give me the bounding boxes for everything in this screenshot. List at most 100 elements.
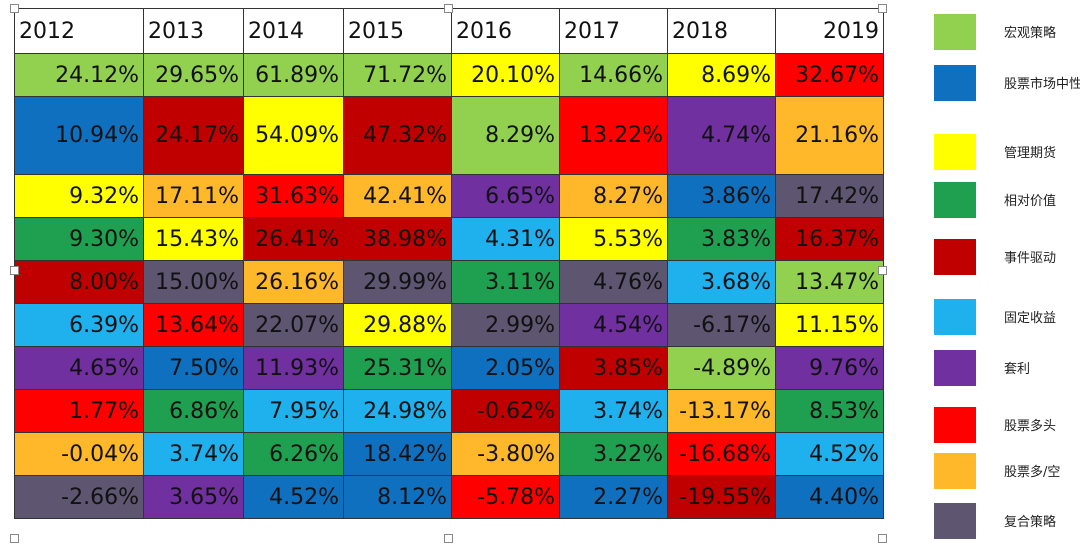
return-cell: 61.89% — [243, 53, 344, 97]
return-cell: 13.22% — [559, 96, 668, 175]
return-cell: 4.65% — [14, 346, 144, 390]
return-cell: 3.74% — [143, 432, 244, 476]
resize-handle[interactable] — [878, 4, 887, 13]
legend-swatch — [934, 134, 976, 170]
return-cell: 4.54% — [559, 303, 668, 347]
table-row: 1.77% 6.86% 7.95% 24.98% -0.62% 3.74% -13.17% 8… — [14, 389, 884, 433]
return-cell: 24.98% — [343, 389, 452, 433]
return-cell: -0.62% — [451, 389, 560, 433]
return-cell: 15.43% — [143, 217, 244, 261]
header-row: 2012 2013 2014 2015 2016 2017 2018 2019 — [14, 8, 884, 54]
return-cell: -6.17% — [667, 303, 776, 347]
return-cell: 3.65% — [143, 475, 244, 519]
legend-item: 复合策略 — [934, 503, 1080, 539]
return-cell: 6.26% — [243, 432, 344, 476]
return-cell: 4.76% — [559, 260, 668, 304]
year-header: 2013 — [143, 8, 244, 54]
return-cell: 47.32% — [343, 96, 452, 175]
return-cell: 4.31% — [451, 217, 560, 261]
table-row: 9.30% 15.43% 26.41% 38.98% 4.31% 5.53% 3.83% 16… — [14, 217, 884, 261]
legend-item: 股票多头 — [934, 407, 1080, 443]
return-cell: 4.52% — [243, 475, 344, 519]
return-cell: 13.64% — [143, 303, 244, 347]
return-cell: 16.37% — [775, 217, 884, 261]
return-cell: -4.89% — [667, 346, 776, 390]
legend-swatch — [934, 299, 976, 335]
legend-label: 事件驱动 — [1004, 251, 1057, 266]
return-cell: 15.00% — [143, 260, 244, 304]
legend-label: 股票多/空 — [1004, 465, 1061, 480]
return-cell: 32.67% — [775, 53, 884, 97]
legend-item: 固定收益 — [934, 299, 1080, 335]
returns-table: 2012 2013 2014 2015 2016 2017 2018 2019 24.12% 2… — [14, 8, 884, 519]
return-cell: 13.47% — [775, 260, 884, 304]
return-cell: 31.63% — [243, 174, 344, 218]
year-header: 2012 — [14, 8, 144, 54]
return-cell: 3.83% — [667, 217, 776, 261]
year-header: 2018 — [667, 8, 776, 54]
table-row: 9.32% 17.11% 31.63% 42.41% 6.65% 8.27% 3.86% 17… — [14, 174, 884, 218]
return-cell: 17.42% — [775, 174, 884, 218]
legend-swatch — [934, 407, 976, 443]
return-cell: 4.52% — [775, 432, 884, 476]
return-cell: 2.27% — [559, 475, 668, 519]
return-cell: 3.68% — [667, 260, 776, 304]
legend-swatch — [934, 453, 976, 489]
return-cell: 3.11% — [451, 260, 560, 304]
resize-handle[interactable] — [444, 4, 453, 13]
table-row: -2.66% 3.65% 4.52% 8.12% -5.78% 2.27% -19.55% 4… — [14, 475, 884, 519]
year-header: 2019 — [775, 8, 884, 54]
table-row: 6.39% 13.64% 22.07% 29.88% 2.99% 4.54% -6.17% 1… — [14, 303, 884, 347]
return-cell: -16.68% — [667, 432, 776, 476]
return-cell: -0.04% — [14, 432, 144, 476]
legend-item: 股票市场中性 — [934, 65, 1080, 101]
return-cell: 1.77% — [14, 389, 144, 433]
return-cell: 8.00% — [14, 260, 144, 304]
return-cell: 21.16% — [775, 96, 884, 175]
return-cell: 24.17% — [143, 96, 244, 175]
return-cell: -3.80% — [451, 432, 560, 476]
return-cell: 5.53% — [559, 217, 668, 261]
table-body: 24.12% 29.65% 61.89% 71.72% 20.10% 14.66% 8.69… — [14, 53, 884, 519]
legend-item: 相对价值 — [934, 182, 1080, 218]
legend-label: 管理期货 — [1004, 146, 1057, 161]
resize-handle[interactable] — [10, 266, 19, 275]
return-cell: 2.99% — [451, 303, 560, 347]
return-cell: 71.72% — [343, 53, 452, 97]
year-header: 2016 — [451, 8, 560, 54]
return-cell: 29.88% — [343, 303, 452, 347]
return-cell: 9.76% — [775, 346, 884, 390]
return-cell: 4.74% — [667, 96, 776, 175]
return-cell: 2.05% — [451, 346, 560, 390]
return-cell: 38.98% — [343, 217, 452, 261]
return-cell: 7.50% — [143, 346, 244, 390]
resize-handle[interactable] — [10, 4, 19, 13]
return-cell: 9.30% — [14, 217, 144, 261]
return-cell: 3.85% — [559, 346, 668, 390]
legend-item: 管理期货 — [934, 134, 1080, 170]
resize-handle[interactable] — [10, 534, 19, 543]
resize-handle[interactable] — [878, 534, 887, 543]
return-cell: 3.22% — [559, 432, 668, 476]
return-cell: 22.07% — [243, 303, 344, 347]
return-cell: 26.41% — [243, 217, 344, 261]
table-row: 24.12% 29.65% 61.89% 71.72% 20.10% 14.66% 8.69… — [14, 53, 884, 97]
return-cell: 11.15% — [775, 303, 884, 347]
return-cell: 25.31% — [343, 346, 452, 390]
return-cell: 3.74% — [559, 389, 668, 433]
legend: 宏观策略股票市场中性管理期货相对价值事件驱动固定收益套利股票多头股票多/空复合策… — [934, 0, 1080, 551]
legend-label: 套利 — [1004, 362, 1031, 377]
return-cell: 54.09% — [243, 96, 344, 175]
return-cell: 20.10% — [451, 53, 560, 97]
legend-item: 套利 — [934, 350, 1080, 386]
legend-swatch — [934, 65, 976, 101]
return-cell: 29.65% — [143, 53, 244, 97]
legend-label: 相对价值 — [1004, 194, 1057, 209]
legend-item: 宏观策略 — [934, 14, 1080, 50]
resize-handle[interactable] — [878, 266, 887, 275]
resize-handle[interactable] — [444, 534, 453, 543]
return-cell: 42.41% — [343, 174, 452, 218]
legend-label: 股票多头 — [1004, 419, 1057, 434]
return-cell: 29.99% — [343, 260, 452, 304]
table-row: 10.94% 24.17% 54.09% 47.32% 8.29% 13.22% 4.74%… — [14, 96, 884, 175]
